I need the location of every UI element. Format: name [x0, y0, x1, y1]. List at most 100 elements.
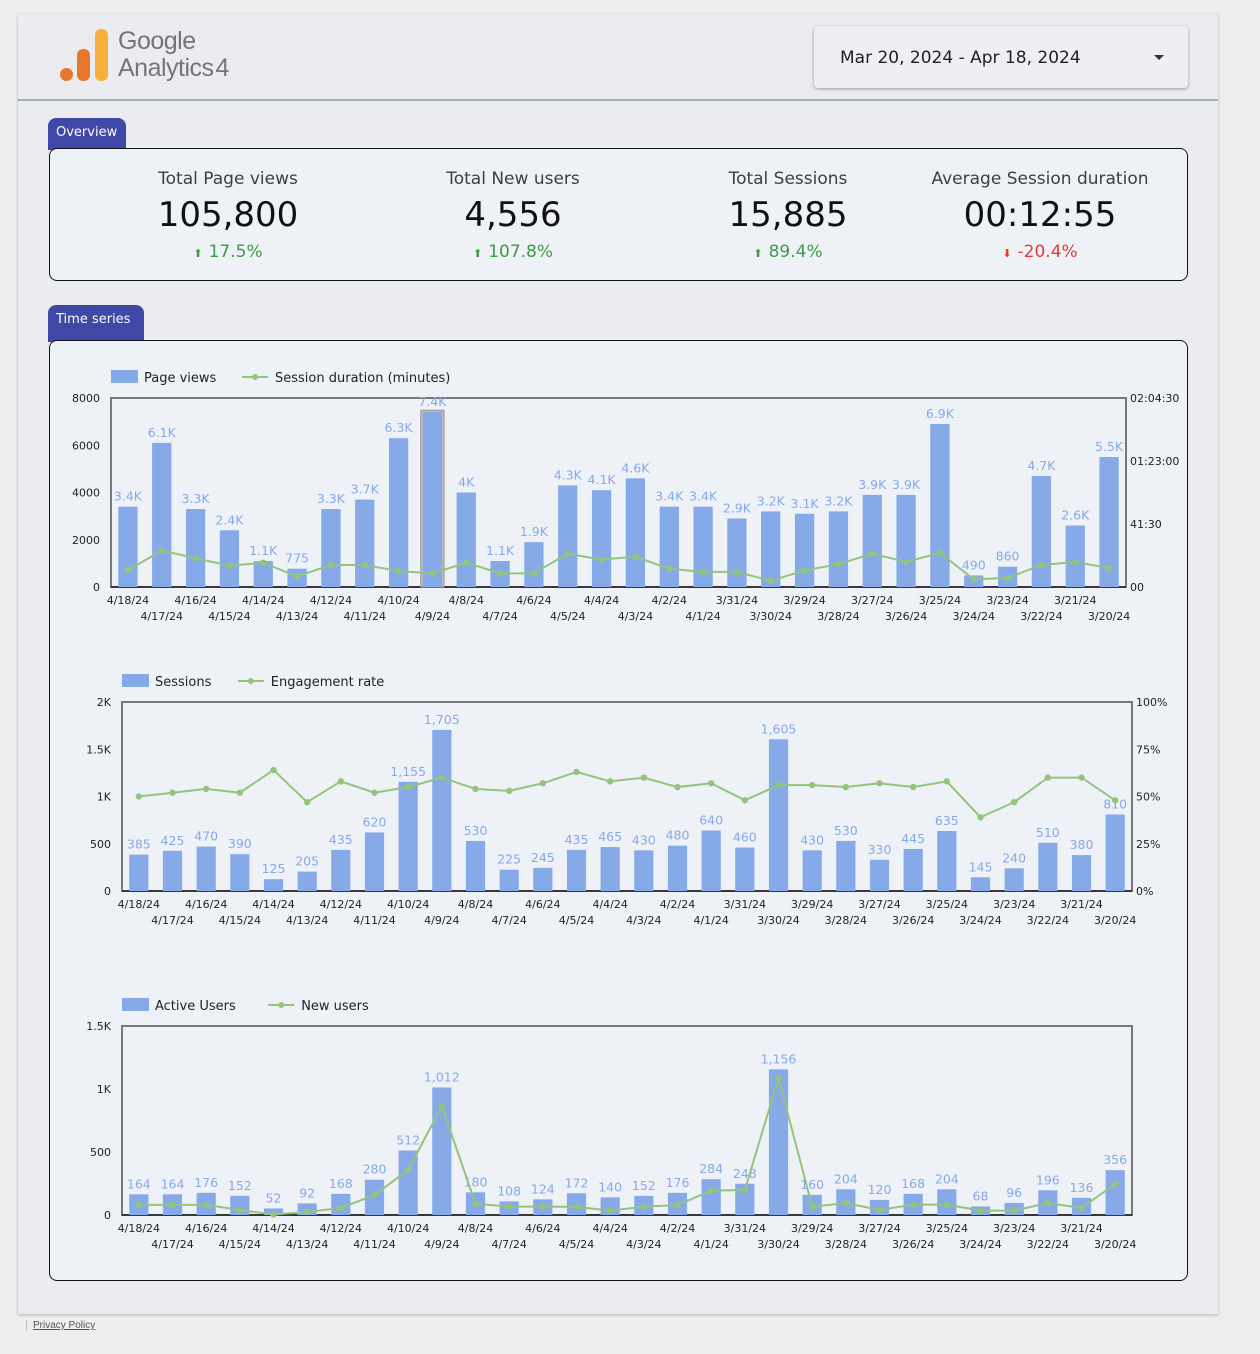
line-point — [573, 768, 580, 776]
x-tick-label: 3/30/24 — [757, 914, 799, 927]
arrow-up-icon: ⬆ — [472, 247, 483, 260]
date-range-value: Mar 20, 2024 - Apr 18, 2024 — [840, 48, 1081, 68]
legend-bar-swatch — [122, 998, 149, 1011]
bar-data-label: 465 — [598, 829, 622, 844]
bar-data-label: 356 — [1103, 1152, 1127, 1167]
line-series — [138, 1074, 1116, 1216]
line-point — [767, 577, 774, 585]
x-tick-label: 4/12/24 — [320, 1222, 362, 1235]
kpi-value: 15,885 — [728, 195, 848, 235]
bar — [398, 781, 418, 891]
y2-tick-label: 00 — [1130, 581, 1144, 594]
y2-tick-label: 02:04:30 — [1130, 392, 1179, 405]
line-point — [842, 783, 850, 791]
bar-data-label: 240 — [1002, 850, 1026, 865]
line-point — [606, 1207, 614, 1214]
bar-data-label: 2.9K — [723, 500, 752, 515]
line-point — [573, 1203, 580, 1211]
bar-data-label: 7.4K — [418, 394, 447, 409]
bar-data-label: 810 — [1103, 796, 1127, 811]
kpi-delta: -20.4% — [1017, 242, 1078, 262]
line-point — [226, 562, 233, 569]
x-tick-label: 3/26/24 — [885, 610, 927, 623]
bar-data-label: 164 — [161, 1176, 185, 1191]
line-point — [943, 1201, 951, 1208]
bar-data-label: 3.1K — [791, 496, 820, 511]
y2-tick-label: 0% — [1136, 885, 1153, 898]
legend-label-page-views: Page views — [144, 371, 217, 386]
x-tick-label: 3/20/24 — [1094, 914, 1136, 927]
legend-label-session-duration-minutes-: Session duration (minutes) — [275, 371, 450, 386]
bar — [422, 412, 443, 587]
x-tick-label: 4/14/24 — [252, 1222, 294, 1235]
bar — [253, 561, 273, 587]
bar-data-label: 6.1K — [148, 425, 177, 440]
y-tick-label: 2K — [97, 696, 112, 709]
line-point — [808, 1203, 816, 1210]
bar — [1105, 814, 1125, 891]
line-point — [236, 789, 244, 796]
bar — [558, 485, 578, 587]
bar-data-label: 3.3K — [182, 491, 211, 506]
bar-data-label: 635 — [935, 813, 959, 828]
x-tick-label: 4/10/24 — [387, 898, 429, 911]
x-tick-label: 3/22/24 — [1027, 1238, 1069, 1251]
bar — [1099, 457, 1119, 587]
bar-data-label: 145 — [969, 859, 993, 874]
x-tick-label: 3/24/24 — [959, 1238, 1001, 1251]
line-point — [135, 1201, 143, 1209]
x-tick-label: 4/13/24 — [286, 914, 328, 927]
bar-data-label: 168 — [901, 1176, 925, 1191]
bar-data-label: 125 — [262, 861, 286, 876]
bar-data-label: 775 — [285, 551, 309, 566]
bar-data-label: 3.4K — [689, 489, 718, 504]
bar — [185, 509, 206, 587]
bar — [1065, 525, 1085, 587]
google-analytics-logo: Google Analytics4 — [60, 28, 250, 88]
y-tick-label: 1K — [97, 791, 112, 804]
bar-data-label: 1.1K — [486, 543, 515, 558]
bar-data-label: 4.7K — [1027, 458, 1056, 473]
x-tick-label: 4/15/24 — [208, 610, 250, 623]
line-point — [1010, 798, 1018, 806]
arrow-down-icon: ⬇ — [1002, 247, 1012, 260]
logo-bar-tall — [95, 29, 108, 81]
line-point — [699, 568, 707, 576]
bar — [331, 849, 351, 891]
x-tick-label: 4/15/24 — [219, 914, 261, 927]
bar — [152, 442, 172, 587]
logo-text-analytics: Analytics — [118, 54, 214, 82]
bar-data-label: 530 — [834, 823, 858, 838]
bar — [118, 506, 138, 587]
tab-time-series: Time series — [48, 305, 144, 342]
x-tick-label: 3/23/24 — [986, 594, 1028, 607]
bar-data-label: 4.1K — [588, 472, 617, 487]
bar — [836, 840, 856, 891]
line-point — [270, 766, 277, 774]
date-range-picker[interactable]: Mar 20, 2024 - Apr 18, 2024 — [814, 26, 1188, 88]
x-tick-label: 3/21/24 — [1060, 898, 1102, 911]
line-point — [835, 561, 842, 568]
kpi-delta: 17.5% — [208, 242, 263, 262]
bar — [1038, 842, 1058, 891]
legend-label-active-users: Active Users — [155, 999, 236, 1014]
line-point — [327, 561, 335, 569]
bar-data-label: 425 — [161, 833, 185, 848]
bar-data-label: 640 — [699, 813, 723, 828]
bar — [930, 423, 950, 587]
x-tick-label: 4/12/24 — [320, 898, 362, 911]
line-point — [429, 570, 436, 577]
x-tick-label: 3/27/24 — [851, 594, 893, 607]
x-tick-label: 3/25/24 — [919, 594, 961, 607]
x-tick-label: 4/14/24 — [252, 898, 294, 911]
x-tick-label: 4/7/24 — [491, 914, 526, 927]
bar — [1071, 855, 1092, 891]
bar — [802, 850, 822, 891]
bar — [828, 511, 849, 587]
privacy-policy-link[interactable]: Privacy Policy — [26, 1320, 95, 1331]
x-tick-label: 4/16/24 — [185, 1222, 227, 1235]
bar-data-label: 6.9K — [926, 406, 955, 421]
y-tick-label: 500 — [90, 1146, 111, 1159]
bar — [263, 879, 284, 891]
x-tick-label: 3/23/24 — [993, 1222, 1035, 1235]
